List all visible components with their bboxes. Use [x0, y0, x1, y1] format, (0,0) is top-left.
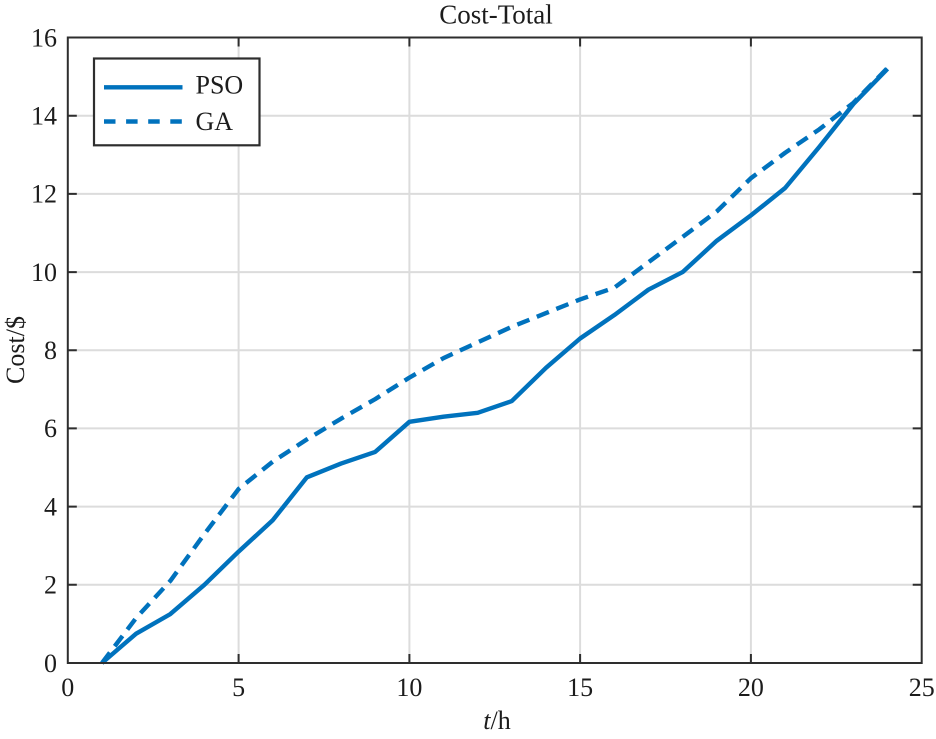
svg-text:4: 4 [44, 492, 57, 521]
svg-text:2: 2 [44, 571, 57, 600]
svg-text:6: 6 [44, 414, 57, 443]
svg-text:20: 20 [738, 673, 764, 702]
svg-text:GA: GA [196, 107, 234, 136]
svg-text:8: 8 [44, 336, 57, 365]
svg-text:25: 25 [909, 673, 935, 702]
svg-text:Cost-Total: Cost-Total [439, 0, 553, 30]
svg-text:14: 14 [31, 102, 57, 131]
svg-text:PSO: PSO [196, 71, 244, 100]
svg-text:12: 12 [31, 180, 57, 209]
svg-text:15: 15 [567, 673, 593, 702]
svg-text:t/h: t/h [483, 706, 510, 735]
svg-text:0: 0 [44, 649, 57, 678]
svg-text:Cost/$: Cost/$ [1, 316, 30, 384]
svg-text:10: 10 [396, 673, 422, 702]
svg-text:0: 0 [61, 673, 74, 702]
svg-text:10: 10 [31, 258, 57, 287]
svg-text:16: 16 [31, 23, 57, 52]
svg-text:5: 5 [232, 673, 245, 702]
